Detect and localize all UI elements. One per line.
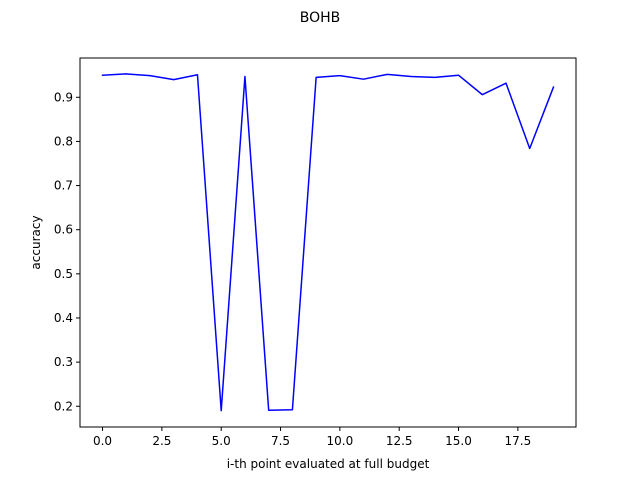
y-tick-label: 0.4 bbox=[54, 311, 73, 325]
x-tick-label: 15.0 bbox=[445, 434, 472, 448]
x-tick-label: 10.0 bbox=[327, 434, 354, 448]
series-line-0 bbox=[101, 73, 555, 412]
chart-title: BOHB bbox=[300, 10, 341, 26]
y-axis-ticks: 0.2 0.3 0.4 0.5 0.6 0.7 0.8 0.9 bbox=[54, 90, 80, 413]
y-tick-label: 0.2 bbox=[54, 399, 73, 413]
y-axis-label: accuracy bbox=[29, 215, 43, 269]
x-axis-label: i-th point evaluated at full budget bbox=[227, 457, 430, 471]
plot-layer bbox=[101, 73, 555, 412]
y-tick-label: 0.8 bbox=[54, 134, 73, 148]
y-tick-label: 0.3 bbox=[54, 355, 73, 369]
x-tick-label: 5.0 bbox=[212, 434, 231, 448]
y-tick-label: 0.7 bbox=[54, 179, 73, 193]
y-tick-label: 0.9 bbox=[54, 90, 73, 104]
y-tick-label: 0.6 bbox=[54, 223, 73, 237]
plot-area-frame bbox=[79, 57, 577, 428]
x-axis-ticks: 0.0 2.5 5.0 7.5 10.0 12.5 15.0 17.5 bbox=[93, 427, 531, 448]
x-tick-label: 12.5 bbox=[386, 434, 413, 448]
x-tick-label: 2.5 bbox=[152, 434, 171, 448]
y-tick-label: 0.5 bbox=[54, 267, 73, 281]
x-tick-label: 17.5 bbox=[504, 434, 531, 448]
x-tick-label: 7.5 bbox=[271, 434, 290, 448]
x-tick-label: 0.0 bbox=[93, 434, 112, 448]
